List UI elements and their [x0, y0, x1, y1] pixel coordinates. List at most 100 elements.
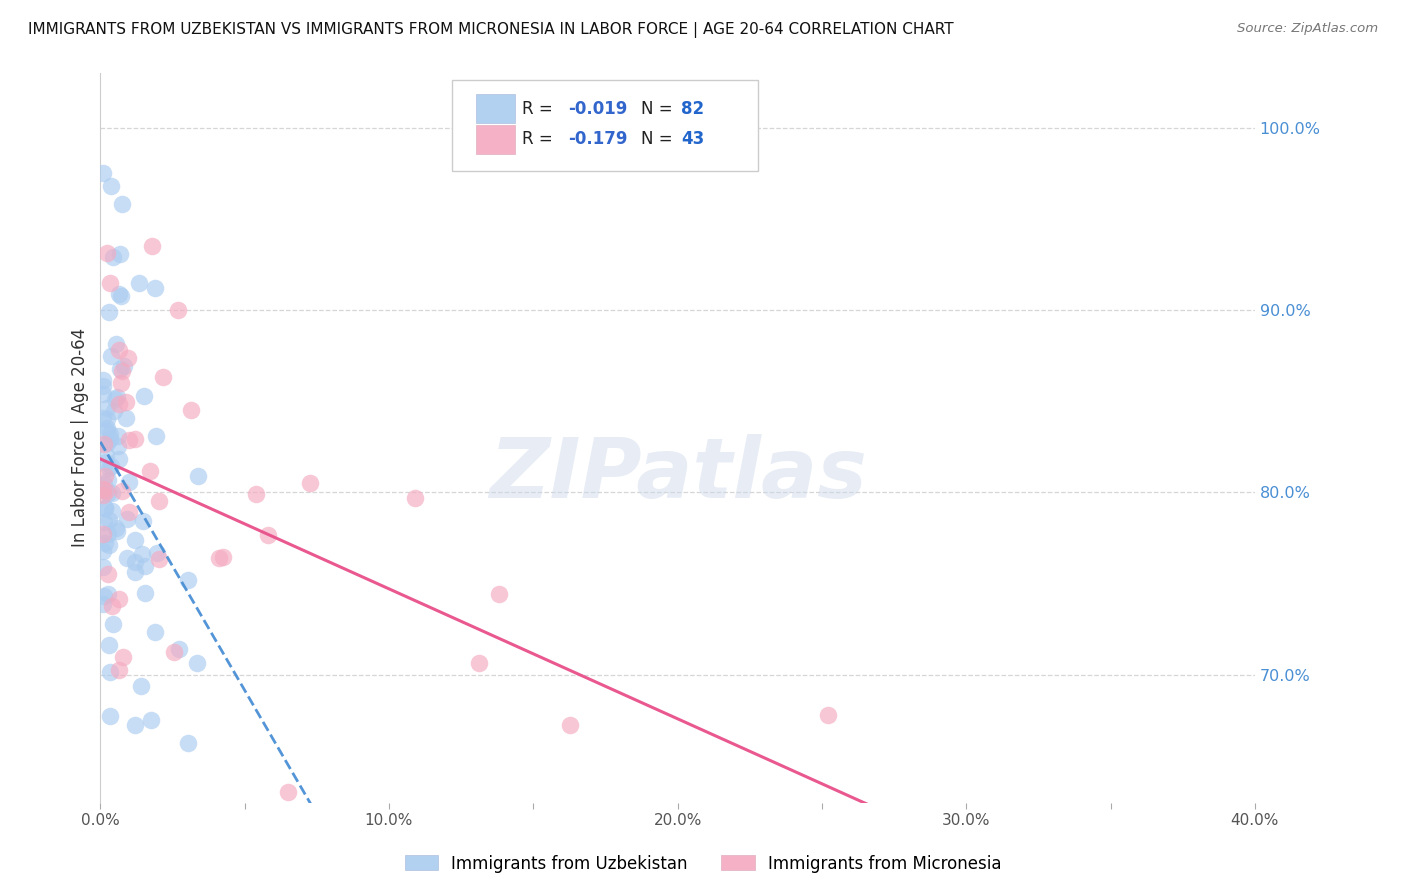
- Point: [96, 411, 118, 425]
- Point: [100, 349, 122, 363]
- Point: [97, 587, 120, 601]
- Point: [817, 708, 839, 723]
- Point: [148, 552, 170, 566]
- Point: [114, 395, 136, 409]
- Point: [176, 573, 198, 587]
- Point: [91, 411, 114, 425]
- Text: IMMIGRANTS FROM UZBEKISTAN VS IMMIGRANTS FROM MICRONESIA IN LABOR FORCE | AGE 20: IMMIGRANTS FROM UZBEKISTAN VS IMMIGRANTS…: [28, 22, 953, 38]
- Point: [98, 426, 121, 441]
- Point: [94, 500, 117, 515]
- Point: [111, 650, 134, 665]
- Point: [104, 392, 127, 407]
- Point: [145, 429, 167, 443]
- Point: [97, 473, 120, 487]
- Text: R =: R =: [522, 130, 558, 148]
- Point: [132, 514, 155, 528]
- Point: [117, 351, 139, 366]
- Text: 82: 82: [681, 100, 704, 118]
- Point: [177, 736, 200, 750]
- Point: [118, 505, 141, 519]
- FancyBboxPatch shape: [475, 95, 515, 123]
- Point: [124, 555, 146, 569]
- Point: [105, 521, 128, 535]
- Point: [91, 526, 114, 541]
- Point: [93, 515, 115, 529]
- Point: [256, 528, 278, 542]
- Point: [139, 714, 162, 728]
- Point: [124, 717, 146, 731]
- Point: [91, 166, 114, 180]
- Point: [91, 488, 114, 502]
- Point: [110, 362, 132, 376]
- Point: [97, 527, 120, 541]
- Point: [115, 551, 138, 566]
- Point: [131, 547, 153, 561]
- Point: [167, 302, 190, 317]
- Text: R =: R =: [522, 100, 558, 118]
- FancyBboxPatch shape: [453, 80, 758, 171]
- Point: [112, 359, 135, 373]
- Point: [187, 468, 209, 483]
- Point: [115, 411, 138, 425]
- Point: [124, 433, 146, 447]
- Point: [101, 250, 124, 264]
- Point: [180, 402, 202, 417]
- Point: [141, 239, 163, 253]
- Point: [110, 376, 132, 391]
- Point: [93, 589, 115, 603]
- Point: [94, 501, 117, 516]
- Point: [145, 280, 167, 294]
- Point: [488, 587, 510, 601]
- Point: [94, 535, 117, 549]
- Point: [100, 179, 122, 194]
- Point: [91, 543, 114, 558]
- Y-axis label: In Labor Force | Age 20-64: In Labor Force | Age 20-64: [72, 328, 89, 548]
- Point: [93, 437, 115, 451]
- Point: [108, 246, 131, 260]
- Point: [97, 461, 120, 475]
- Point: [558, 718, 581, 732]
- Point: [118, 475, 141, 489]
- Point: [100, 458, 122, 473]
- Point: [103, 404, 125, 418]
- Text: N =: N =: [641, 130, 678, 148]
- Point: [134, 585, 156, 599]
- Point: [91, 597, 114, 611]
- Point: [107, 439, 129, 453]
- Point: [104, 337, 127, 351]
- Point: [98, 514, 121, 528]
- Point: [94, 455, 117, 469]
- Point: [299, 475, 322, 490]
- Point: [139, 464, 162, 478]
- Point: [124, 533, 146, 548]
- Point: [98, 665, 121, 680]
- Point: [94, 448, 117, 462]
- Point: [97, 485, 120, 500]
- Point: [91, 373, 114, 387]
- Point: [134, 558, 156, 573]
- Point: [163, 645, 186, 659]
- Text: -0.019: -0.019: [568, 100, 627, 118]
- Point: [129, 679, 152, 693]
- Point: [245, 487, 267, 501]
- Point: [107, 343, 129, 357]
- Point: [208, 551, 231, 566]
- Legend: Immigrants from Uzbekistan, Immigrants from Micronesia: Immigrants from Uzbekistan, Immigrants f…: [398, 848, 1008, 880]
- Point: [96, 436, 118, 450]
- Point: [98, 305, 121, 319]
- Point: [105, 524, 128, 538]
- Point: [107, 452, 129, 467]
- Point: [91, 483, 114, 497]
- Point: [107, 591, 129, 606]
- Point: [107, 397, 129, 411]
- Text: ZIPatlas: ZIPatlas: [489, 434, 866, 515]
- Point: [94, 484, 117, 499]
- Point: [115, 512, 138, 526]
- Point: [111, 364, 134, 378]
- Point: [101, 485, 124, 500]
- Point: [107, 428, 129, 442]
- Point: [91, 560, 114, 574]
- Point: [96, 401, 118, 416]
- Point: [143, 625, 166, 640]
- Text: N =: N =: [641, 100, 678, 118]
